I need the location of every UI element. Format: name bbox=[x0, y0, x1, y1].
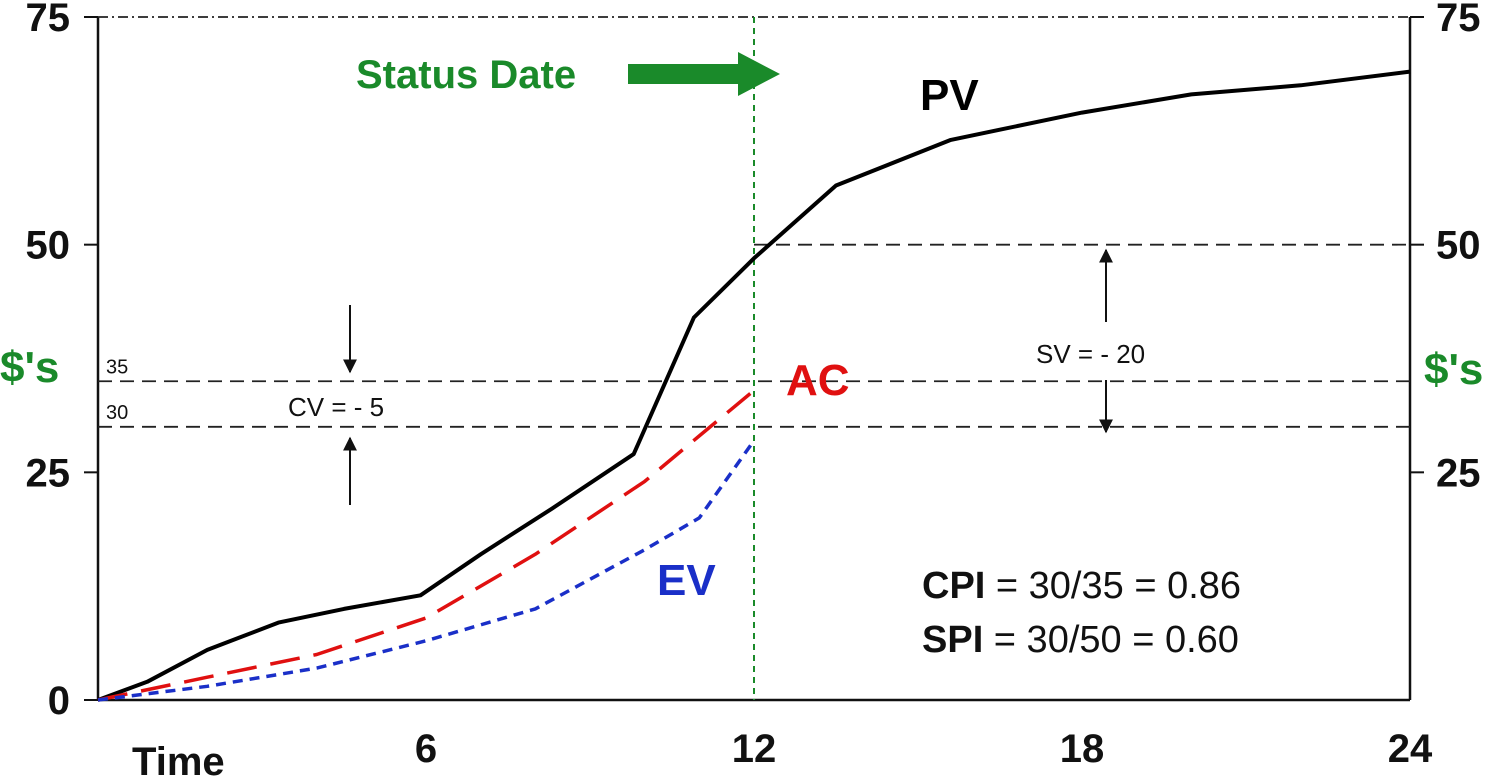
series-label-ac: AC bbox=[786, 356, 850, 405]
reference-label-30: 30 bbox=[106, 402, 128, 424]
x-tick-label-18: 18 bbox=[1060, 727, 1105, 771]
cv-annotation: CV = - 5 bbox=[288, 305, 384, 505]
x-tick-label-24: 24 bbox=[1388, 727, 1433, 771]
sv-label: SV = - 20 bbox=[1036, 339, 1145, 369]
series-line-ac bbox=[97, 389, 756, 702]
x-axis-label: Time bbox=[132, 740, 225, 779]
sv-annotation: SV = - 20 bbox=[1036, 248, 1145, 434]
y-tick-label-left-50: 50 bbox=[26, 224, 71, 268]
series-label-pv: PV bbox=[920, 71, 979, 120]
x-tick-label-6: 6 bbox=[415, 727, 437, 771]
spi-label: SPI bbox=[922, 619, 983, 661]
y-tick-label-right-50: 50 bbox=[1436, 224, 1481, 268]
x-tick-label-12: 12 bbox=[732, 727, 777, 771]
spi-value: = 30/50 = 0.60 bbox=[983, 619, 1239, 661]
cv-label: CV = - 5 bbox=[288, 392, 384, 422]
series-label-ev: EV bbox=[657, 556, 716, 605]
y-tick-label-right-25: 25 bbox=[1436, 451, 1481, 495]
cpi-label: CPI bbox=[922, 565, 985, 607]
cpi-text: CPI = 30/35 = 0.86 bbox=[922, 565, 1241, 607]
cpi-value: = 30/35 = 0.86 bbox=[985, 565, 1241, 607]
status-date-arrow bbox=[628, 52, 780, 96]
y-tick-label-left-25: 25 bbox=[26, 451, 71, 495]
status-date-label: Status Date bbox=[356, 53, 576, 97]
y-axis-label-right: $'s bbox=[1424, 345, 1483, 394]
reference-lines bbox=[98, 16, 1410, 700]
series-layer bbox=[97, 69, 1411, 702]
y-tick-label-left-0: 0 bbox=[48, 679, 70, 723]
series-line-pv bbox=[97, 69, 1411, 702]
tick-labels: 6 12 18 24 0 25 50 75 25 50 75 35 30 bbox=[26, 0, 1481, 771]
series-line-ev bbox=[97, 439, 756, 702]
y-tick-label-left-75: 75 bbox=[26, 0, 71, 40]
reference-label-35: 35 bbox=[106, 356, 128, 378]
y-axis-label-left: $'s bbox=[0, 343, 59, 392]
spi-text: SPI = 30/50 = 0.60 bbox=[922, 619, 1239, 661]
y-tick-label-right-75: 75 bbox=[1436, 0, 1481, 40]
